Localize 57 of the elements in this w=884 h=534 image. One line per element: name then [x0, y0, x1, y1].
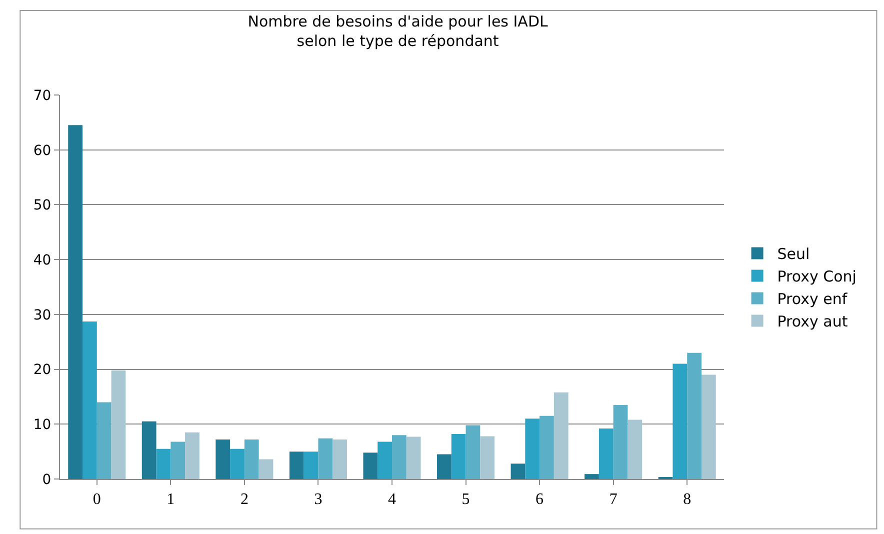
legend-label: Proxy aut	[777, 312, 848, 331]
x-tick-label: 3	[314, 491, 322, 508]
bar	[392, 435, 406, 479]
bar	[318, 438, 333, 479]
bar	[525, 418, 540, 479]
legend-label: Proxy enf	[777, 290, 848, 308]
bar	[142, 421, 156, 479]
x-tick-label: 0	[92, 491, 101, 508]
bar	[510, 464, 526, 479]
bar	[244, 440, 259, 479]
bar	[702, 374, 716, 479]
x-tick-label: 5	[462, 491, 470, 508]
y-tick-label: 50	[33, 198, 52, 214]
bar	[584, 474, 599, 479]
x-tick-label: 2	[240, 491, 248, 508]
bar	[258, 459, 274, 479]
bar	[68, 125, 82, 479]
bar	[363, 452, 378, 479]
bar	[406, 436, 421, 479]
bar	[480, 436, 495, 479]
bar	[613, 404, 628, 479]
x-tick-label: 8	[683, 491, 692, 508]
y-tick-label: 60	[33, 142, 52, 159]
bar	[185, 432, 200, 479]
bar	[156, 448, 171, 479]
bar	[230, 448, 244, 479]
chart-title: Nombre de besoins d'aide pour les IADL selon le type de répondant	[248, 12, 548, 50]
x-tick-label: 1	[166, 491, 175, 508]
bar	[451, 434, 466, 479]
bar	[672, 364, 688, 479]
y-tick-label: 20	[33, 362, 52, 378]
bar	[304, 452, 318, 479]
y-tick-label: 10	[33, 417, 52, 434]
bar	[554, 392, 568, 479]
bar	[466, 425, 480, 479]
bar	[289, 452, 304, 479]
bar	[170, 442, 186, 479]
bar	[216, 440, 230, 479]
bar	[437, 454, 452, 479]
bar	[628, 420, 642, 479]
bar	[82, 322, 97, 479]
bar	[687, 352, 702, 479]
y-tick-label: 30	[33, 307, 52, 324]
x-tick-label: 4	[388, 491, 396, 508]
legend-label: Proxy Conj	[777, 268, 856, 286]
y-tick-label: 70	[33, 88, 52, 104]
legend-label: Seul	[777, 245, 810, 264]
bar	[332, 440, 347, 479]
x-tick-label: 6	[536, 491, 544, 508]
bar	[111, 370, 126, 479]
x-tick-label: 7	[609, 491, 618, 508]
y-tick-label: 0	[42, 472, 52, 488]
bar	[540, 416, 554, 479]
bar	[598, 428, 614, 479]
bar	[96, 402, 112, 479]
y-tick-label: 40	[33, 252, 52, 268]
bar	[378, 442, 392, 479]
